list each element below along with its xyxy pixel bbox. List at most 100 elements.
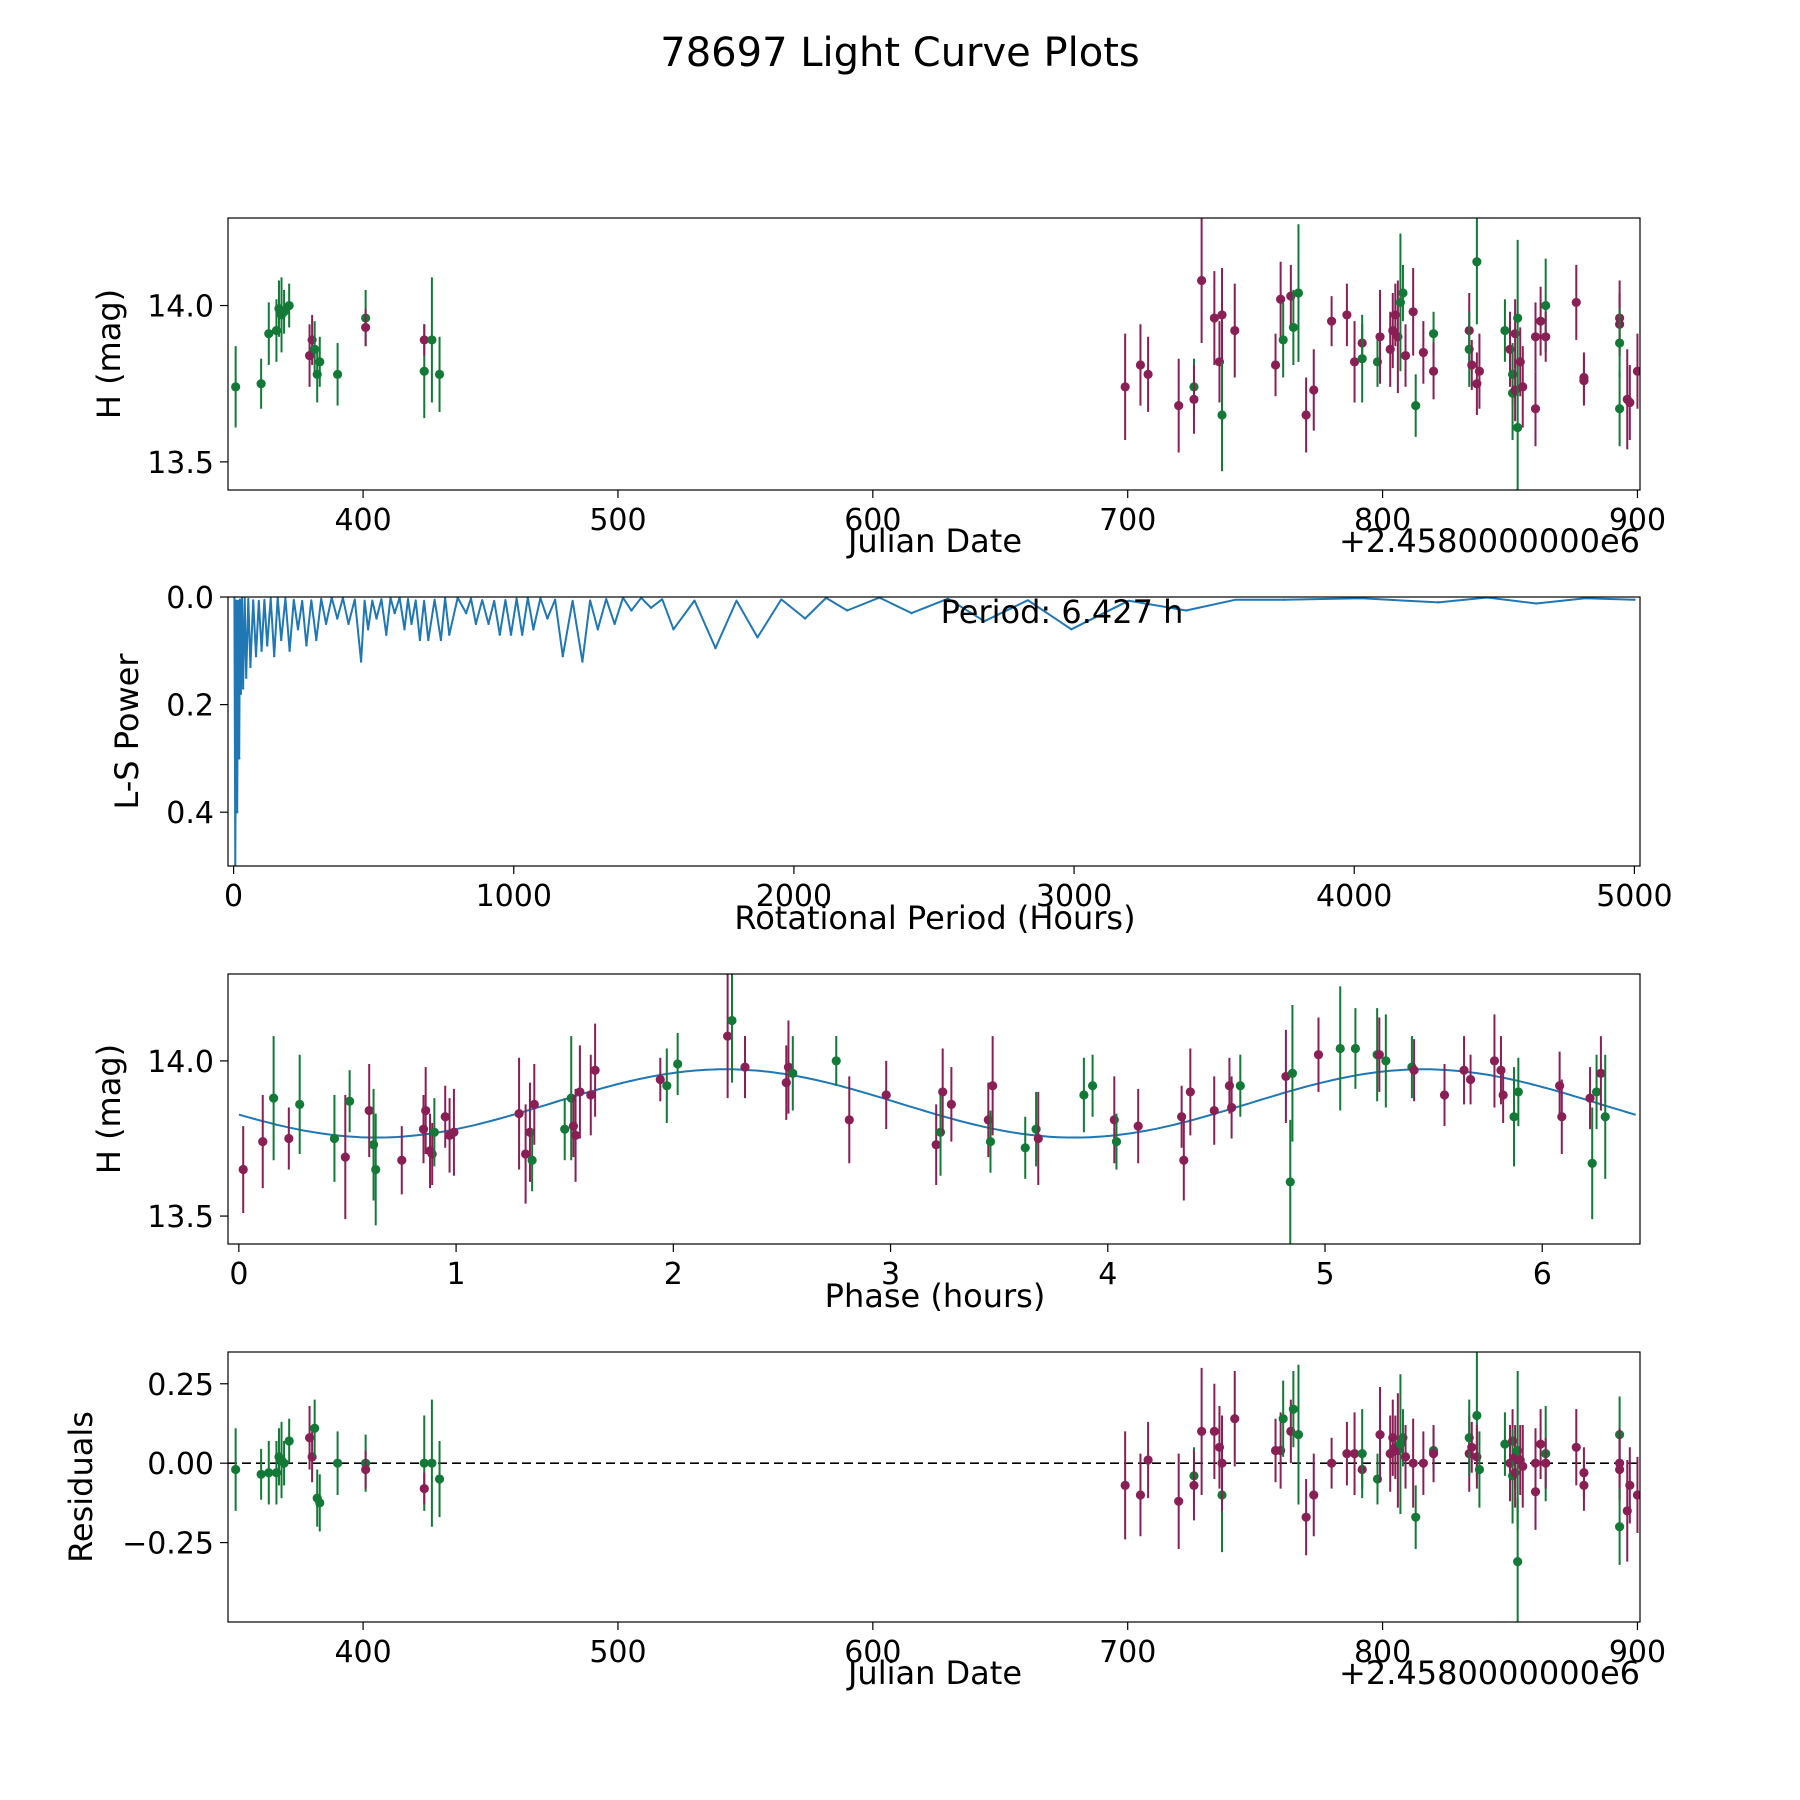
- data-point: [1135, 360, 1146, 370]
- y-axis-label: H (mag): [90, 1044, 128, 1174]
- data-point: [1615, 404, 1625, 414]
- data-point: [427, 1458, 437, 1468]
- data-point: [1513, 1557, 1523, 1567]
- data-point: [1031, 1124, 1041, 1134]
- data-point: [1541, 332, 1551, 342]
- data-point: [1571, 297, 1581, 308]
- data-point: [740, 1062, 750, 1072]
- x-axis-label: Rotational Period (Hours): [734, 899, 1135, 937]
- data-point: [1227, 1102, 1237, 1113]
- x-tick-label: 600: [844, 503, 901, 538]
- data-point: [284, 1436, 294, 1446]
- periodogram-peak: [630, 609, 633, 612]
- axes-frame: [227, 217, 1641, 491]
- data-point: [655, 1074, 665, 1085]
- data-point: [1197, 275, 1207, 286]
- data-point: [279, 307, 289, 317]
- periodogram-peak: [403, 628, 406, 631]
- data-point: [258, 1136, 268, 1147]
- periodogram-line: [233, 597, 1635, 866]
- x-tick-label: 5: [1315, 1257, 1334, 1292]
- data-point: [1428, 1449, 1439, 1459]
- x-tick-label: 5000: [1596, 879, 1672, 914]
- data-point: [1189, 1480, 1199, 1491]
- data-point: [781, 1078, 791, 1088]
- data-point: [364, 1105, 374, 1116]
- x-tick-label: 1: [447, 1257, 466, 1292]
- data-point: [1615, 338, 1625, 348]
- data-point: [264, 1468, 274, 1478]
- x-offset-label: +2.4580000000e6: [1339, 1654, 1640, 1692]
- data-point: [1120, 1480, 1130, 1491]
- data-point: [1120, 382, 1130, 392]
- x-tick-label: 2000: [756, 879, 832, 914]
- periodogram-peak: [305, 644, 308, 647]
- data-point: [1374, 1050, 1384, 1060]
- y-tick-label: 14.0: [147, 290, 214, 325]
- data-point: [1398, 288, 1408, 298]
- data-point: [1301, 410, 1311, 420]
- data-point: [1513, 1087, 1523, 1097]
- data-point: [1467, 360, 1477, 370]
- data-point: [1418, 1458, 1428, 1468]
- periodogram-peak: [464, 611, 468, 615]
- periodogram-peak: [393, 611, 396, 615]
- data-point: [1327, 316, 1337, 326]
- data-point: [315, 1498, 325, 1508]
- figure-title: 78697 Light Curve Plots: [660, 30, 1139, 76]
- periodogram-peak: [1633, 598, 1636, 601]
- periodogram-peak: [487, 622, 490, 626]
- data-point: [1309, 1490, 1319, 1500]
- data-point: [1615, 1522, 1625, 1532]
- data-point: [1209, 1426, 1219, 1437]
- axes-frame: [227, 973, 1641, 1245]
- periodogram-peak: [238, 757, 241, 760]
- data-point: [419, 366, 429, 376]
- data-point: [1349, 357, 1360, 367]
- data-point: [1285, 1177, 1295, 1187]
- data-point: [575, 1087, 585, 1097]
- periodogram-peak: [448, 633, 451, 636]
- data-point: [1135, 1490, 1146, 1500]
- plot-area: [238, 974, 1636, 1244]
- periodogram-peak: [359, 660, 363, 663]
- data-point: [1217, 1458, 1227, 1468]
- data-point: [723, 1031, 733, 1041]
- periodogram-peak: [1535, 602, 1538, 605]
- model-fit-line: [238, 1068, 1636, 1139]
- periodogram-peak: [520, 633, 524, 636]
- data-point: [295, 1099, 305, 1109]
- data-point: [231, 1464, 241, 1475]
- data-point: [1189, 394, 1199, 404]
- data-point: [529, 1099, 539, 1109]
- data-point: [1143, 1455, 1153, 1465]
- data-point: [427, 335, 437, 345]
- y-tick-label: −0.25: [122, 1527, 214, 1562]
- data-point: [1428, 366, 1439, 376]
- data-point: [397, 1155, 407, 1165]
- data-point: [1079, 1090, 1089, 1100]
- data-point: [1209, 1105, 1219, 1116]
- x-tick-label: 3000: [1036, 879, 1112, 914]
- y-tick-label: 13.5: [147, 446, 214, 481]
- data-point: [1020, 1143, 1030, 1153]
- data-point: [831, 1056, 841, 1066]
- x-tick-label: 500: [589, 503, 646, 538]
- data-point: [231, 382, 241, 392]
- data-point: [1293, 288, 1304, 298]
- periodogram-peak: [245, 676, 248, 679]
- data-point: [421, 1105, 431, 1116]
- data-point: [1342, 310, 1352, 320]
- data-point: [1109, 1115, 1119, 1125]
- data-point: [256, 1469, 266, 1479]
- data-point: [1500, 1439, 1510, 1449]
- data-point: [1335, 1043, 1345, 1054]
- data-point: [329, 1133, 340, 1144]
- data-point: [1230, 325, 1240, 336]
- x-tick-label: 900: [1609, 1635, 1666, 1670]
- data-point: [1625, 1480, 1635, 1491]
- periodogram-peak: [288, 649, 291, 652]
- y-axis-label: L-S Power: [108, 653, 146, 810]
- periodogram-peak: [845, 609, 849, 612]
